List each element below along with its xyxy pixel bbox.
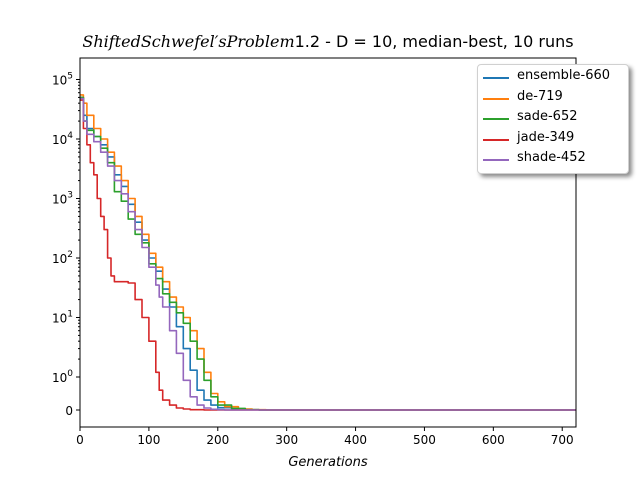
legend-swatch xyxy=(483,97,509,100)
legend-swatch xyxy=(483,138,509,141)
x-tick-label: 0 xyxy=(76,433,84,447)
x-tick-label: 700 xyxy=(551,433,574,447)
x-tick-label: 600 xyxy=(482,433,505,447)
x-tick-label: 300 xyxy=(275,433,298,447)
legend-label: shade-452 xyxy=(517,150,586,165)
legend-label: sade-652 xyxy=(517,109,578,124)
chart-title-regular: 1.2 - D = 10, median-best, 10 runs xyxy=(294,32,574,51)
series-layer xyxy=(80,94,576,411)
x-tick-label: 200 xyxy=(206,433,229,447)
y-tick-label: 105 xyxy=(52,72,73,88)
plot-frame xyxy=(79,57,577,428)
x-tick-label: 400 xyxy=(344,433,367,447)
legend-swatch xyxy=(483,159,509,161)
legend-item: shade-452 xyxy=(478,149,628,169)
legend-item: sade-652 xyxy=(478,108,628,128)
series-line-jade-349 xyxy=(80,99,576,411)
legend-label: de-719 xyxy=(517,88,563,104)
y-tick-label: 102 xyxy=(52,250,73,266)
y-tick-label: 101 xyxy=(52,310,73,326)
legend-label: jade-349 xyxy=(517,129,575,145)
y-tick-label: 100 xyxy=(52,369,73,385)
legend: ensemble-660 de-719 sade-652 jade-349 shade-… xyxy=(477,64,629,174)
legend-swatch xyxy=(483,77,509,79)
series-line-de-719 xyxy=(80,94,576,411)
x-axis-label: Generations xyxy=(288,455,368,470)
x-tick-label: 500 xyxy=(413,433,436,447)
legend-swatch xyxy=(483,118,509,120)
legend-item: jade-349 xyxy=(478,129,628,149)
series-line-sade-652 xyxy=(80,96,576,411)
legend-item: ensemble-660 xyxy=(478,67,628,87)
chart-title-italic: ShiftedSchwefel′sProblem xyxy=(82,32,295,51)
chart-title: ShiftedSchwefel′sProblem1.2 - D = 10, me… xyxy=(0,32,640,51)
legend-label: ensemble-660 xyxy=(517,68,611,83)
y-tick-label: 0 xyxy=(65,404,73,418)
y-tick-label: 104 xyxy=(52,131,73,147)
series-line-shade-452 xyxy=(80,97,576,411)
series-line-ensemble-660 xyxy=(80,96,576,411)
y-tick-label: 103 xyxy=(52,191,73,207)
x-tick-label: 100 xyxy=(137,433,160,447)
tick-layer: 0 100 200 300 400 500 600 700 0 100 101 102 103 104 10… xyxy=(52,72,574,448)
legend-item: de-719 xyxy=(478,88,628,108)
